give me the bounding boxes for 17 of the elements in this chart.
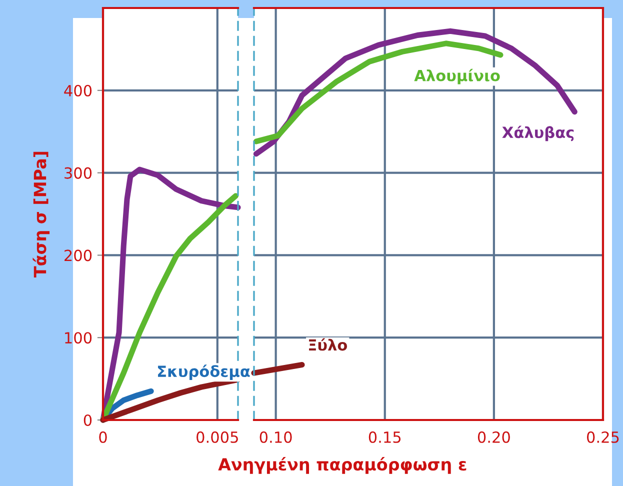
y-tick-label: 300 [64, 167, 92, 179]
y-tick-label: 200 [64, 250, 92, 262]
series-label: Αλουμίνιο [414, 68, 500, 84]
x-tick-label: 0.005 [196, 431, 238, 443]
series-label: Χάλυβας [502, 126, 574, 142]
x-tick-label: 0.15 [368, 431, 401, 443]
y-axis-title: Τάση σ [MPa] [32, 152, 50, 278]
series-label: Σκυρόδεμα [158, 364, 250, 380]
y-tick-label: 100 [65, 332, 92, 344]
x-axis-title: Ανηγμένη παραμόρφωση ε [218, 457, 466, 474]
series-label: Ξύλο [309, 338, 348, 351]
x-tick-label: 0.10 [260, 431, 292, 443]
x-tick-label: 0 [99, 431, 107, 443]
x-tick-label: 0.20 [478, 431, 510, 443]
x-tick-label: 0.25 [587, 431, 619, 443]
y-tick-label: 0 [84, 414, 92, 426]
y-tick-label: 400 [64, 84, 92, 96]
